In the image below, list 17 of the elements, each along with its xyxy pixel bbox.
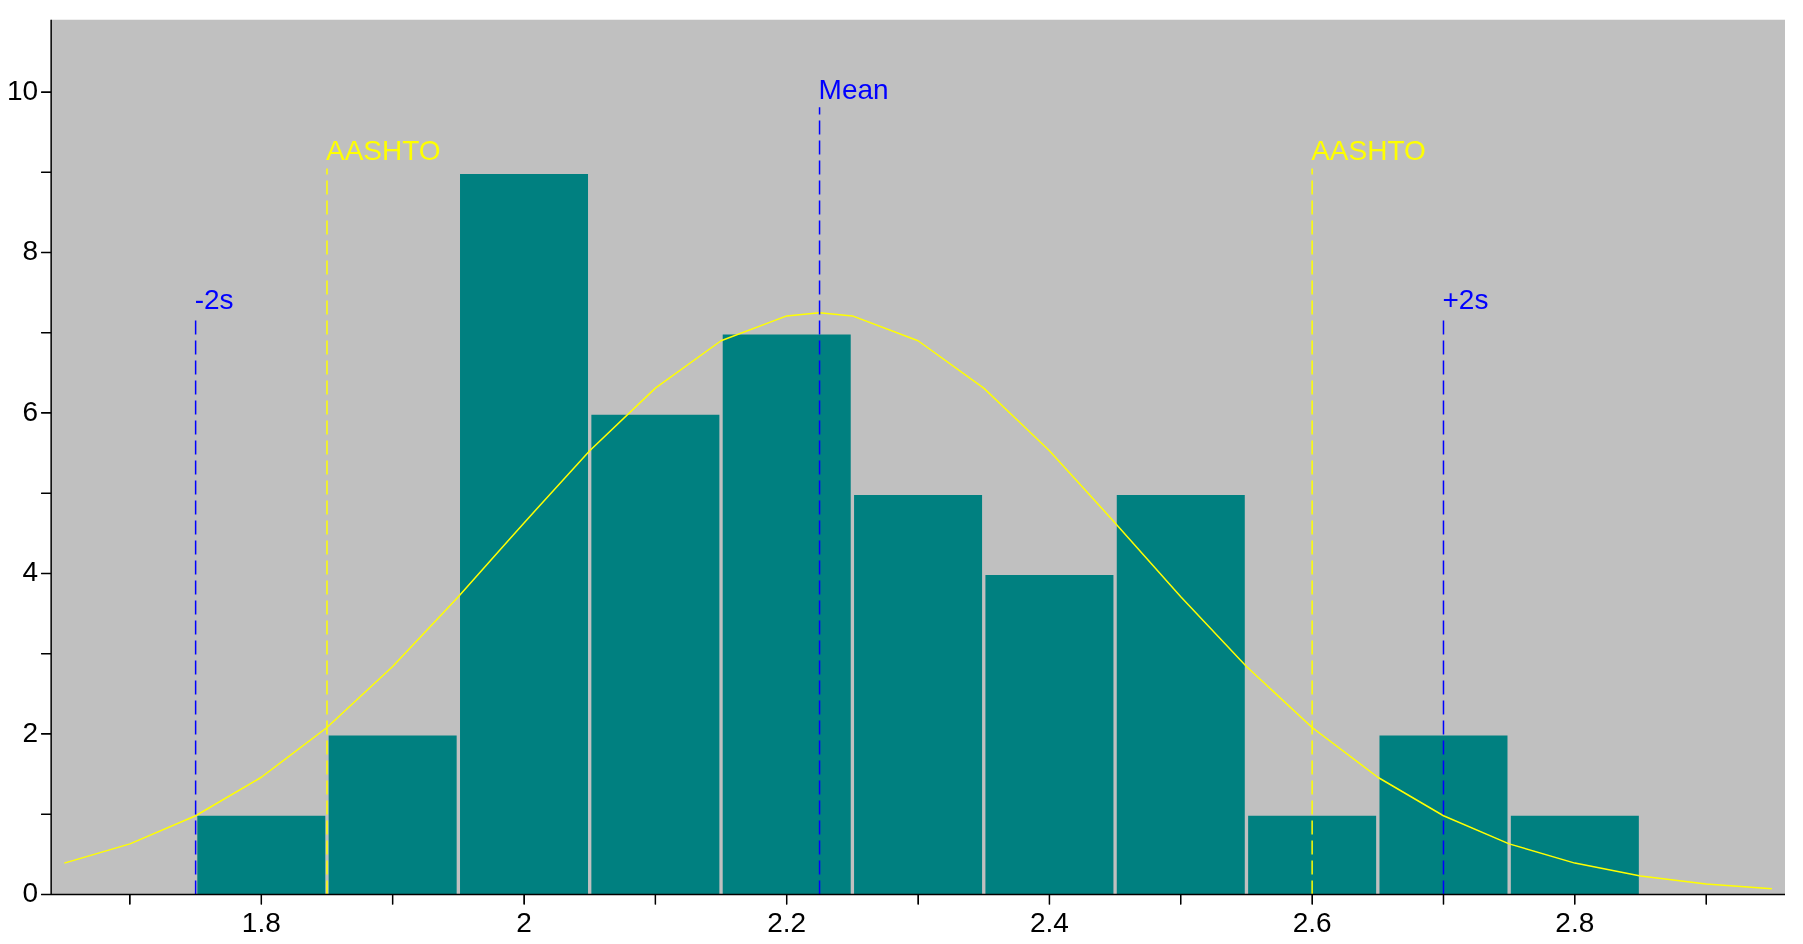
y-tick-label: 2 — [22, 716, 39, 748]
ref-line-label: AASHTO — [325, 135, 441, 167]
y-tick-label: 8 — [22, 235, 39, 267]
ref-line-label: AASHTO — [1311, 135, 1426, 167]
x-tick-label: 2.8 — [1555, 906, 1595, 938]
y-tick-label: 6 — [22, 395, 39, 427]
x-tick-label: 1.8 — [241, 906, 281, 938]
x-tick-label: 2.4 — [1029, 906, 1069, 938]
y-tick-label: 10 — [6, 74, 39, 106]
ref-line-label: Mean — [818, 73, 889, 105]
y-tick-label: 0 — [22, 877, 39, 909]
x-tick-label: 2.2 — [767, 906, 807, 938]
x-tick-label: 2.6 — [1292, 906, 1332, 938]
y-tick-label: 4 — [22, 556, 39, 588]
ref-line-label: -2s — [194, 283, 234, 315]
x-tick-label: 2 — [516, 906, 532, 938]
ref-line-label: +2s — [1442, 283, 1489, 315]
